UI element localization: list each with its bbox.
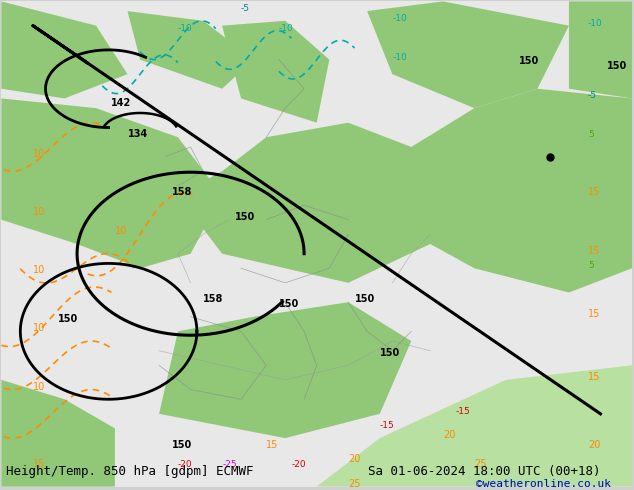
Text: 25: 25 [348,479,361,489]
Text: 10: 10 [33,323,45,333]
Text: 142: 142 [111,98,131,108]
Text: 5: 5 [588,261,593,270]
Text: 15: 15 [33,459,45,469]
Text: 150: 150 [607,61,627,72]
Text: 15: 15 [266,440,278,450]
Text: -25: -25 [222,460,236,469]
Text: 150: 150 [235,212,255,222]
Text: 10: 10 [115,226,127,236]
Polygon shape [317,366,632,487]
Text: -10: -10 [588,19,603,27]
Text: 25: 25 [474,459,487,469]
Text: 15: 15 [588,309,600,319]
Text: -10: -10 [392,14,407,23]
Polygon shape [178,122,430,283]
Text: 15: 15 [588,245,600,256]
Text: -15: -15 [455,407,470,416]
Text: 10: 10 [33,382,45,392]
Text: 150: 150 [279,299,299,309]
Polygon shape [392,89,632,293]
Text: 150: 150 [519,56,539,67]
Text: 10: 10 [33,207,45,217]
Text: 20: 20 [588,440,600,450]
Text: Height/Temp. 850 hPa [gdpm] ECMWF: Height/Temp. 850 hPa [gdpm] ECMWF [6,465,254,478]
Text: -20: -20 [178,460,193,469]
Polygon shape [1,98,222,268]
Text: ©weatheronline.co.uk: ©weatheronline.co.uk [476,479,611,489]
Polygon shape [222,21,329,122]
Text: 150: 150 [172,440,192,450]
Text: 150: 150 [354,294,375,304]
Text: -10: -10 [279,24,294,32]
Text: 10: 10 [33,265,45,275]
Polygon shape [1,1,127,98]
Text: -10: -10 [178,24,193,32]
Text: 5: 5 [588,130,593,139]
Polygon shape [367,1,569,108]
Text: -20: -20 [292,460,306,469]
Text: -5: -5 [241,4,250,13]
Text: 15: 15 [588,188,600,197]
Text: 158: 158 [203,294,224,304]
Text: -15: -15 [380,421,394,430]
Polygon shape [1,380,115,487]
Text: 134: 134 [127,129,148,139]
Text: 20: 20 [443,430,455,440]
Text: 10: 10 [33,148,45,159]
Text: 158: 158 [172,188,192,197]
Text: 20: 20 [348,454,361,465]
Polygon shape [569,1,632,98]
Text: 15: 15 [588,372,600,382]
Text: Sa 01-06-2024 18:00 UTC (00+18): Sa 01-06-2024 18:00 UTC (00+18) [368,465,600,478]
Text: -10: -10 [392,52,407,62]
Text: 150: 150 [380,347,400,358]
Polygon shape [159,302,411,438]
Text: -5: -5 [588,92,597,100]
Polygon shape [127,11,254,89]
Text: 150: 150 [58,314,79,323]
